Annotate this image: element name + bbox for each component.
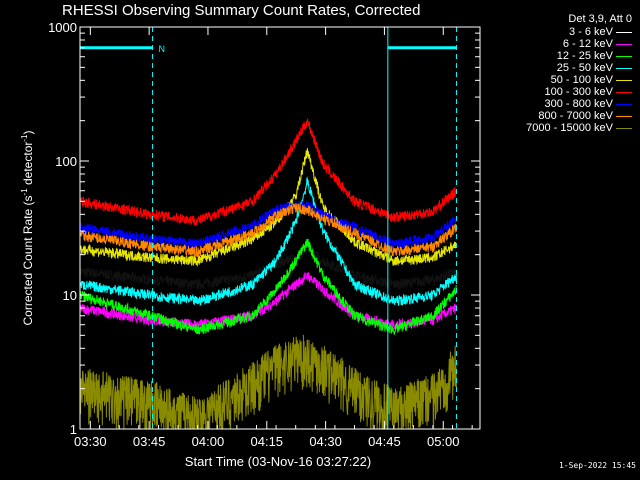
legend-title: Det 3,9, Att 0 [568,13,632,25]
legend-item: 25 - 50 keV [486,62,636,74]
y-tick-label-3: 1000 [48,20,77,35]
legend-item: 6 - 12 keV [486,38,636,50]
x-tick-label-4: 04:30 [309,434,342,449]
night-annotation: N [159,44,166,54]
series-line-8 [79,334,457,430]
legend-item: 7000 - 15000 keV [486,122,636,134]
legend-swatch [616,79,632,81]
series-line-3 [79,176,457,307]
legend-item: 800 - 7000 keV [486,110,636,122]
y-axis-label: Corrected Count Rate (s-1 detector-1) [20,130,35,325]
axis-layer: 03:30 03:45 04:00 04:15 04:30 04:45 05:00 1 10 10… [48,20,480,449]
legend: Det 3,9, Att 0 3 - 6 keV 6 - 12 keV 12 - 2… [486,12,636,134]
legend-label: 25 - 50 keV [556,62,613,74]
series-line-5 [79,118,457,226]
series-line-2 [79,238,457,335]
legend-swatch [616,103,632,105]
y-tick-label-1: 10 [63,288,77,303]
legend-label: 6 - 12 keV [562,38,613,50]
legend-label: 12 - 25 keV [556,50,613,62]
legend-swatch [616,91,632,93]
legend-label: 100 - 300 keV [544,86,614,98]
x-tick-label-1: 03:45 [133,434,166,449]
legend-swatch [616,115,632,117]
x-tick-label-2: 04:00 [192,434,225,449]
legend-label: 7000 - 15000 keV [526,122,613,134]
legend-label: 3 - 6 keV [568,26,613,38]
legend-item: 50 - 100 keV [486,74,636,86]
timestamp-footer: 1-Sep-2022 15:45 [558,461,636,470]
chart-title: RHESSI Observing Summary Count Rates, Co… [62,2,421,19]
x-tick-label-0: 03:30 [74,434,107,449]
x-tick-label-3: 04:15 [251,434,284,449]
x-tick-label-6: 05:00 [427,434,460,449]
legend-label: 50 - 100 keV [550,74,613,86]
legend-swatch [616,43,632,45]
legend-swatch [616,127,632,129]
legend-rows: 3 - 6 keV 6 - 12 keV 12 - 25 keV 25 - 50 ke… [486,26,636,134]
legend-swatch [616,55,632,57]
series-layer [79,118,457,430]
y-tick-label-0: 1 [70,422,77,437]
plot-frame [79,26,481,430]
x-axis-label: Start Time (03-Nov-16 03:27:22) [185,454,371,469]
legend-item: 12 - 25 keV [486,50,636,62]
legend-item: 100 - 300 keV [486,86,636,98]
series-line-7 [79,203,457,258]
legend-label: 800 - 7000 keV [538,110,613,122]
y-tick-label-2: 100 [55,154,77,169]
legend-swatch [616,67,632,69]
legend-swatch [616,31,632,33]
legend-item: 3 - 6 keV [486,26,636,38]
series-line-0 [79,243,457,291]
legend-item: 300 - 800 keV [486,98,636,110]
x-tick-label-5: 04:45 [368,434,401,449]
legend-label: 300 - 800 keV [544,98,614,110]
